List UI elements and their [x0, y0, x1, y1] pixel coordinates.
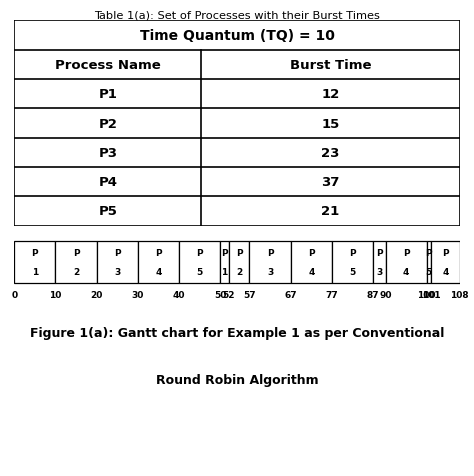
Text: 87: 87 — [367, 290, 380, 299]
Text: 5: 5 — [349, 268, 356, 277]
Bar — [427, 242, 431, 284]
Text: P1: P1 — [98, 88, 117, 101]
Text: 57: 57 — [243, 290, 255, 299]
Text: P: P — [426, 249, 432, 258]
Text: P: P — [349, 249, 356, 258]
Text: P3: P3 — [98, 147, 117, 159]
Text: 2: 2 — [73, 268, 79, 277]
Bar — [55, 242, 97, 284]
Text: 4: 4 — [155, 268, 162, 277]
Bar — [249, 242, 291, 284]
Text: P: P — [155, 249, 162, 258]
Text: 3: 3 — [267, 268, 273, 277]
Text: 67: 67 — [284, 290, 297, 299]
Text: P: P — [73, 249, 80, 258]
Text: 2: 2 — [236, 268, 242, 277]
Text: P5: P5 — [98, 205, 117, 218]
Text: 40: 40 — [173, 290, 185, 299]
Text: Time Quantum (TQ) = 10: Time Quantum (TQ) = 10 — [139, 29, 335, 43]
Text: 5: 5 — [197, 268, 203, 277]
Text: 101: 101 — [421, 290, 440, 299]
Text: 20: 20 — [91, 290, 103, 299]
Text: P: P — [114, 249, 121, 258]
Text: 77: 77 — [326, 290, 338, 299]
Text: 50: 50 — [214, 290, 227, 299]
Bar — [229, 242, 249, 284]
Text: 12: 12 — [321, 88, 340, 101]
Text: P: P — [267, 249, 273, 258]
Text: 30: 30 — [132, 290, 144, 299]
Bar — [14, 242, 55, 284]
Text: Table 1(a): Set of Processes with their Burst Times: Table 1(a): Set of Processes with their … — [94, 10, 380, 20]
Text: 4: 4 — [403, 268, 410, 277]
Text: 0: 0 — [11, 290, 17, 299]
Text: P: P — [236, 249, 242, 258]
Bar — [179, 242, 220, 284]
Text: 100: 100 — [418, 290, 436, 299]
Bar — [291, 242, 332, 284]
Text: 3: 3 — [114, 268, 120, 277]
Text: P4: P4 — [98, 176, 117, 188]
Text: Burst Time: Burst Time — [290, 59, 371, 72]
Text: 1: 1 — [32, 268, 38, 277]
Text: 10: 10 — [49, 290, 62, 299]
Text: 5: 5 — [426, 268, 432, 277]
Text: 52: 52 — [222, 290, 235, 299]
Text: P: P — [32, 249, 38, 258]
Bar — [220, 242, 229, 284]
Text: Process Name: Process Name — [55, 59, 161, 72]
Bar — [431, 242, 460, 284]
Text: 108: 108 — [450, 290, 469, 299]
Text: Round Robin Algorithm: Round Robin Algorithm — [155, 374, 319, 387]
Text: P: P — [308, 249, 315, 258]
Text: 3: 3 — [376, 268, 383, 277]
Bar — [385, 242, 427, 284]
Bar — [332, 242, 373, 284]
Text: 23: 23 — [321, 147, 340, 159]
Bar — [138, 242, 179, 284]
Text: 1: 1 — [221, 268, 228, 277]
Text: P: P — [197, 249, 203, 258]
Text: 4: 4 — [442, 268, 448, 277]
Text: 21: 21 — [321, 205, 340, 218]
Text: P: P — [376, 249, 383, 258]
Text: P2: P2 — [98, 117, 117, 130]
Text: 90: 90 — [379, 290, 392, 299]
Text: 15: 15 — [321, 117, 340, 130]
Text: 37: 37 — [321, 176, 340, 188]
Text: P: P — [403, 249, 410, 258]
Bar — [97, 242, 138, 284]
Text: Figure 1(a): Gantt chart for Example 1 as per Conventional: Figure 1(a): Gantt chart for Example 1 a… — [30, 326, 444, 339]
Bar — [373, 242, 385, 284]
Text: P: P — [442, 249, 449, 258]
Text: 4: 4 — [308, 268, 314, 277]
Text: P: P — [221, 249, 228, 258]
